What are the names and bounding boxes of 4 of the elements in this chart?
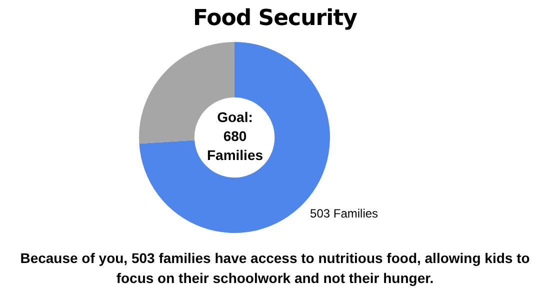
chart-title: Food Security — [192, 6, 358, 31]
text: Goal: 680 Families — [206, 108, 264, 165]
data-label: 503 Families — [310, 206, 378, 221]
text: Because of you, 503 families have access to nutritious food, allowing kids to focus on their schoolwork and not their hunger. — [19, 249, 531, 288]
